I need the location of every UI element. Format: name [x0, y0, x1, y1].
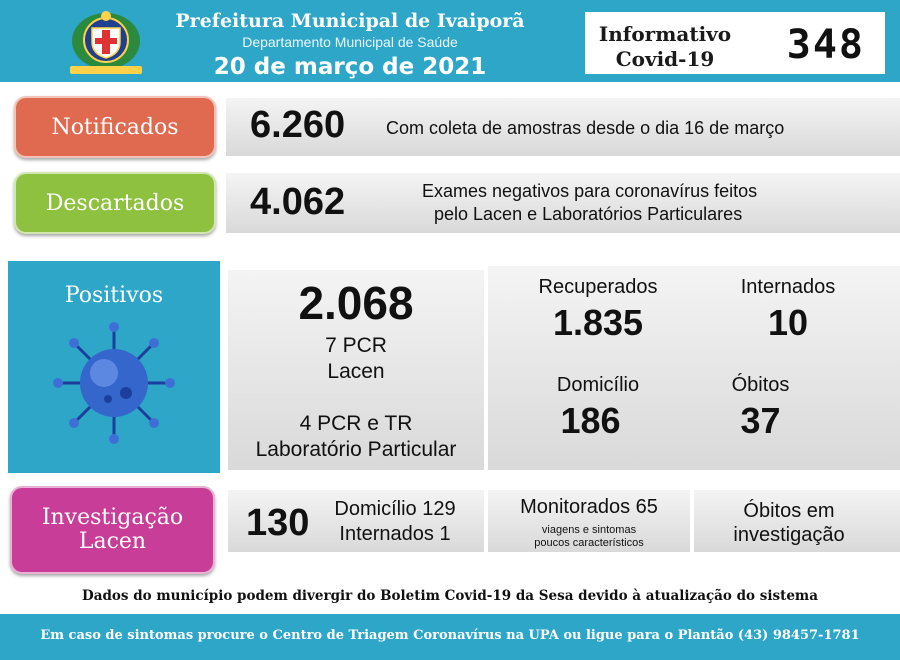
investigacao-label-line1: Investigação [41, 504, 184, 530]
notificados-description: Com coleta de amostras desde o dia 16 de… [386, 118, 785, 138]
internados-value: 10 [767, 302, 809, 343]
investigacao-label: Investigação Lacen [10, 486, 215, 574]
recuperados-label: Recuperados [538, 276, 658, 298]
descartados-row: 4.062 Exames negativos para coronavírus … [226, 173, 900, 233]
monitorados-note-line1: viagens e sintomas [541, 524, 637, 536]
header-banner: Prefeitura Municipal de Ivaiporã Departa… [0, 0, 900, 82]
monitorados-note-line2: poucos característicos [534, 537, 644, 549]
descartados-value: 4.062 [250, 181, 346, 223]
positivos-lacen-count: 7 PCR [325, 334, 387, 357]
investigacao-domicilio: Domicílio 129 [334, 498, 456, 520]
obitos-label: Óbitos [731, 374, 790, 396]
obitos-investigacao-line2: investigação [733, 524, 845, 546]
municipality-title: Prefeitura Municipal de Ivaiporã [175, 10, 525, 32]
footer-contact-text: Em caso de sintomas procure o Centro de … [40, 628, 860, 643]
investigacao-internados: Internados 1 [339, 523, 451, 545]
investigacao-label-line2: Lacen [78, 529, 147, 554]
descartados-label: Descartados [14, 172, 216, 234]
department-subtitle: Departamento Municipal de Saúde [242, 34, 458, 50]
footer-banner: Em caso de sintomas procure o Centro de … [0, 614, 900, 660]
monitorados-value: Monitorados 65 [520, 496, 658, 518]
positivos-particular-count: 4 PCR e TR [299, 412, 413, 435]
informativo-box: Informativo Covid-19 348 [585, 12, 885, 74]
notificados-row: 6.260 Com coleta de amostras desde o dia… [226, 98, 900, 156]
positivos-panel: Positivos [8, 261, 220, 473]
notificados-value: 6.260 [250, 104, 346, 146]
disclaimer-note: Dados do município podem divergir do Bol… [82, 588, 818, 604]
domicilio-value: 186 [560, 400, 621, 441]
positivos-lacen-label: Lacen [327, 360, 385, 383]
descartados-description-line2: pelo Lacen e Laboratórios Particulares [434, 204, 743, 224]
positivos-breakdown-box: Recuperados 1.835 Internados 10 Domicíli… [488, 266, 900, 470]
descartados-description-line1: Exames negativos para coronavírus feitos [422, 181, 758, 201]
internados-label: Internados [740, 276, 836, 298]
investigacao-total-box: 130 Domicílio 129 Internados 1 [228, 490, 484, 552]
covid-label: Covid-19 [615, 47, 715, 71]
bulletin-date: 20 de março de 2021 [213, 54, 487, 80]
positivos-total: 2.068 [298, 277, 414, 329]
positivos-label: Positivos [64, 283, 164, 308]
monitorados-box: Monitorados 65 viagens e sintomas poucos… [488, 490, 690, 552]
recuperados-value: 1.835 [552, 302, 644, 343]
obitos-investigacao-line1: Óbitos em [743, 500, 835, 522]
domicilio-label: Domicílio [556, 374, 640, 396]
notificados-label: Notificados [14, 96, 216, 158]
bulletin-number: 348 [786, 22, 865, 68]
positivos-total-box: 2.068 7 PCR Lacen 4 PCR e TR Laboratório… [228, 270, 484, 470]
investigacao-total: 130 [246, 502, 310, 544]
obitos-value: 37 [740, 400, 781, 441]
coronavirus-icon [53, 322, 175, 444]
municipal-crest-icon [70, 11, 142, 74]
obitos-investigacao-box: Óbitos em investigação [694, 490, 900, 552]
positivos-particular-label: Laboratório Particular [255, 438, 457, 461]
informativo-label: Informativo [598, 22, 732, 46]
